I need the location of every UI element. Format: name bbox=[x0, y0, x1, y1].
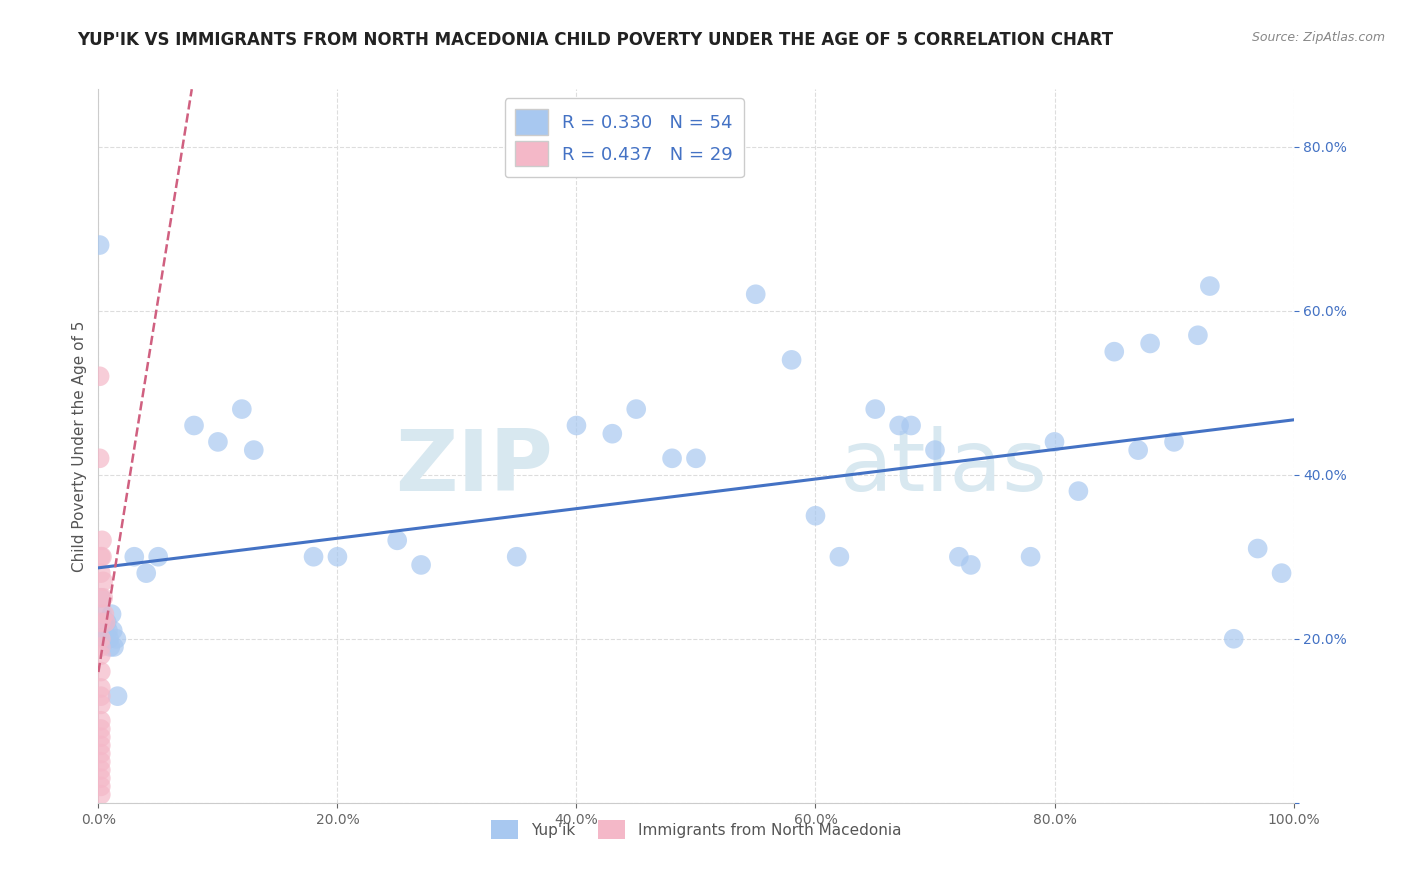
Point bbox=[89, 238, 111, 252]
Point bbox=[90, 665, 112, 679]
Text: Source: ZipAtlas.com: Source: ZipAtlas.com bbox=[1251, 31, 1385, 45]
Point bbox=[804, 508, 827, 523]
Point bbox=[90, 747, 112, 761]
Point bbox=[101, 624, 124, 638]
Point bbox=[602, 426, 624, 441]
Point bbox=[98, 640, 122, 654]
Point bbox=[90, 763, 112, 777]
Point bbox=[745, 287, 768, 301]
Point bbox=[89, 369, 111, 384]
Point bbox=[865, 402, 887, 417]
Point bbox=[411, 558, 433, 572]
Point bbox=[93, 624, 115, 638]
Point bbox=[960, 558, 983, 572]
Point bbox=[506, 549, 529, 564]
Point bbox=[90, 730, 112, 744]
Point bbox=[626, 402, 648, 417]
Point bbox=[1199, 279, 1222, 293]
Point bbox=[90, 566, 112, 581]
Point bbox=[661, 451, 683, 466]
Point bbox=[1019, 549, 1042, 564]
Point bbox=[89, 451, 111, 466]
Text: YUP'IK VS IMMIGRANTS FROM NORTH MACEDONIA CHILD POVERTY UNDER THE AGE OF 5 CORRE: YUP'IK VS IMMIGRANTS FROM NORTH MACEDONI… bbox=[77, 31, 1114, 49]
Point bbox=[90, 640, 112, 654]
Point bbox=[231, 402, 253, 417]
Point bbox=[243, 443, 266, 458]
Point bbox=[90, 681, 112, 695]
Legend: Yup'ik, Immigrants from North Macedonia: Yup'ik, Immigrants from North Macedonia bbox=[485, 814, 907, 845]
Point bbox=[1067, 484, 1090, 499]
Point bbox=[90, 780, 112, 794]
Point bbox=[90, 648, 112, 662]
Point bbox=[90, 591, 112, 605]
Point bbox=[90, 591, 112, 605]
Point bbox=[96, 615, 118, 630]
Point bbox=[1187, 328, 1209, 343]
Point bbox=[91, 591, 114, 605]
Point bbox=[93, 607, 115, 622]
Point bbox=[1043, 434, 1066, 449]
Point bbox=[1139, 336, 1161, 351]
Point bbox=[100, 607, 122, 622]
Point bbox=[780, 352, 803, 367]
Point bbox=[889, 418, 911, 433]
Point bbox=[90, 549, 112, 564]
Point bbox=[91, 533, 114, 548]
Y-axis label: Child Poverty Under the Age of 5: Child Poverty Under the Age of 5 bbox=[72, 320, 87, 572]
Point bbox=[1271, 566, 1294, 581]
Point bbox=[1128, 443, 1150, 458]
Point bbox=[207, 434, 229, 449]
Point bbox=[90, 788, 112, 802]
Point bbox=[90, 739, 112, 753]
Text: atlas: atlas bbox=[839, 425, 1047, 509]
Point bbox=[948, 549, 970, 564]
Point bbox=[90, 755, 112, 769]
Point bbox=[90, 615, 112, 630]
Text: ZIP: ZIP bbox=[395, 425, 553, 509]
Point bbox=[91, 549, 114, 564]
Point bbox=[91, 615, 114, 630]
Point bbox=[107, 689, 129, 703]
Point bbox=[90, 714, 112, 728]
Point bbox=[90, 771, 112, 785]
Point bbox=[326, 549, 349, 564]
Point bbox=[924, 443, 946, 458]
Point bbox=[565, 418, 588, 433]
Point bbox=[103, 640, 125, 654]
Point bbox=[94, 632, 117, 646]
Point bbox=[97, 624, 120, 638]
Point bbox=[98, 632, 121, 646]
Point bbox=[91, 574, 114, 589]
Point bbox=[124, 549, 146, 564]
Point bbox=[302, 549, 325, 564]
Point bbox=[900, 418, 922, 433]
Point bbox=[183, 418, 205, 433]
Point bbox=[90, 632, 112, 646]
Point bbox=[1223, 632, 1246, 646]
Point bbox=[90, 689, 112, 703]
Point bbox=[1163, 434, 1185, 449]
Point bbox=[148, 549, 170, 564]
Point bbox=[91, 607, 114, 622]
Point bbox=[1247, 541, 1270, 556]
Point bbox=[94, 615, 117, 630]
Point bbox=[685, 451, 707, 466]
Point bbox=[385, 533, 409, 548]
Point bbox=[105, 632, 128, 646]
Point bbox=[90, 722, 112, 736]
Point bbox=[1104, 344, 1126, 359]
Point bbox=[135, 566, 157, 581]
Point bbox=[90, 698, 112, 712]
Point bbox=[828, 549, 851, 564]
